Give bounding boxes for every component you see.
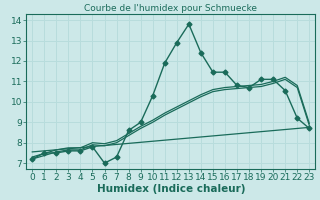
X-axis label: Humidex (Indice chaleur): Humidex (Indice chaleur) bbox=[97, 184, 245, 194]
Title: Courbe de l'humidex pour Schmuecke: Courbe de l'humidex pour Schmuecke bbox=[84, 4, 257, 13]
